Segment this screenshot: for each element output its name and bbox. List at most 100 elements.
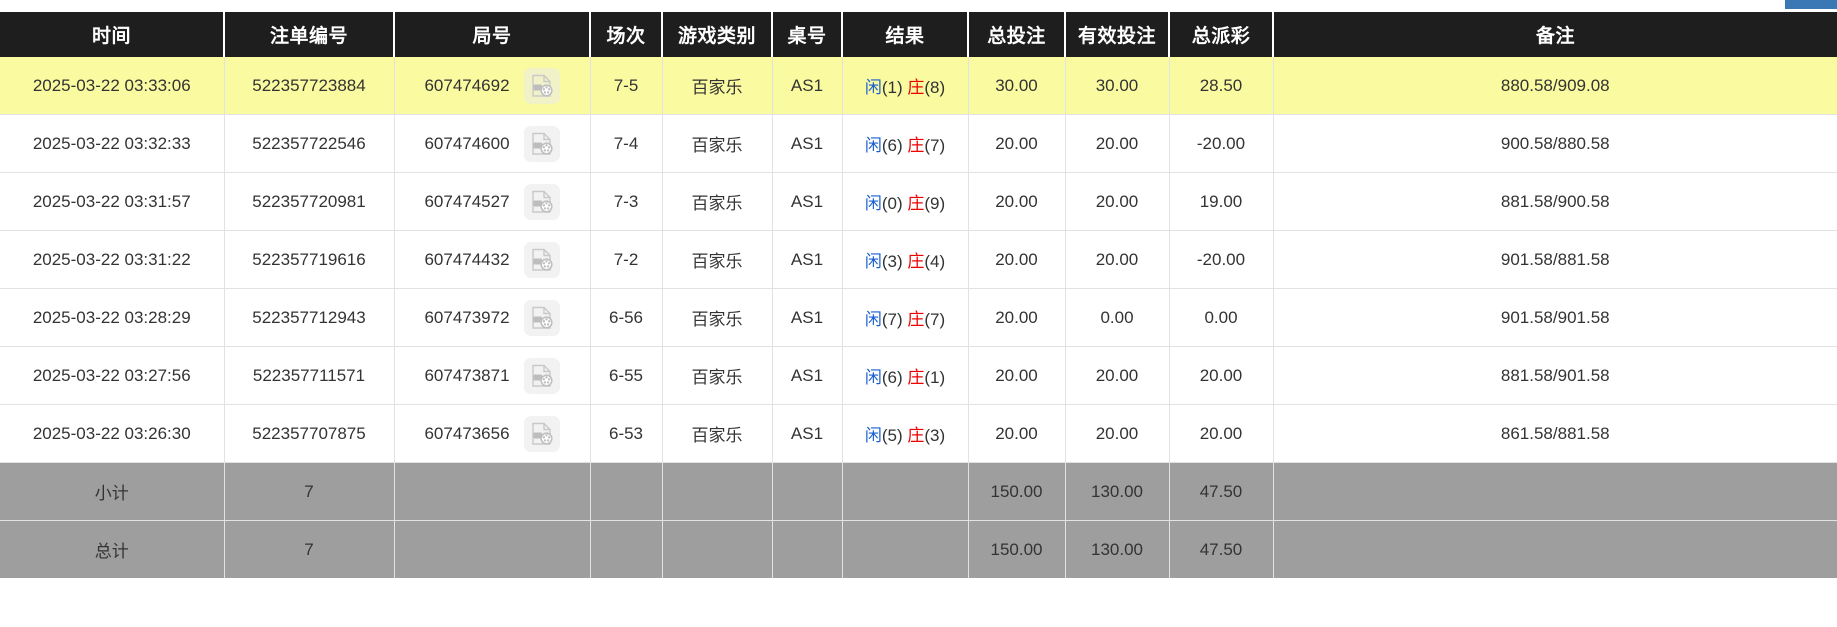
cell-remark: 901.58/881.58: [1273, 230, 1837, 289]
cell-total-bet[interactable]: 20.00: [968, 288, 1066, 347]
table-row[interactable]: 2025-03-22 03:31:57 522357720981 607474527…: [0, 172, 1837, 231]
cell-result: 闲(6) 庄(7): [842, 114, 969, 173]
result-banker-label: 庄: [907, 194, 925, 213]
round-number: 607473871: [424, 365, 510, 385]
cell-payout: 0.00: [1169, 288, 1274, 347]
result-player-value: (0): [881, 194, 903, 213]
cell-round: 607474432: [394, 230, 591, 289]
cell-round: 607474527: [394, 172, 591, 231]
column-header-round[interactable]: 局号: [394, 12, 591, 57]
top-right-scroll-indicator[interactable]: [1785, 0, 1837, 9]
column-header-result[interactable]: 结果: [842, 12, 969, 57]
header-row: 时间 注单编号 局号 场次 游戏类别 桌号 结果 总投注 有效投注 总派彩 备注: [0, 12, 1837, 57]
cell-valid-bet: 0.00: [1065, 288, 1170, 347]
summary-table-no: [772, 462, 843, 521]
column-header-table-no[interactable]: 桌号: [772, 12, 843, 57]
round-number: 607474600: [424, 133, 510, 153]
cell-total-bet[interactable]: 30.00: [968, 57, 1066, 115]
cell-payout: 20.00: [1169, 404, 1274, 463]
result-player-value: (3): [881, 252, 903, 271]
video-file-icon[interactable]: [523, 67, 560, 104]
cell-result: 闲(6) 庄(1): [842, 346, 969, 405]
result-banker-value: (7): [924, 136, 946, 155]
cell-total-bet[interactable]: 20.00: [968, 230, 1066, 289]
table-row[interactable]: 2025-03-22 03:26:30 522357707875 607473656…: [0, 404, 1837, 463]
column-header-total-bet[interactable]: 总投注: [968, 12, 1066, 57]
column-header-payout[interactable]: 总派彩: [1169, 12, 1274, 57]
summary-valid-bet: 130.00: [1065, 462, 1170, 521]
result-banker-label: 庄: [907, 310, 925, 329]
table-row[interactable]: 2025-03-22 03:33:06 522357723884 607474692…: [0, 57, 1837, 115]
cell-payout: 20.00: [1169, 346, 1274, 405]
cell-remark: 880.58/909.08: [1273, 57, 1837, 115]
video-file-icon[interactable]: [523, 357, 560, 394]
table-body: 2025-03-22 03:33:06 522357723884 607474692…: [0, 57, 1837, 578]
cell-total-bet[interactable]: 20.00: [968, 114, 1066, 173]
cell-game-type: 百家乐: [662, 172, 773, 231]
summary-label: 小计: [0, 462, 225, 521]
column-header-valid-bet[interactable]: 有效投注: [1065, 12, 1170, 57]
video-file-icon[interactable]: [523, 183, 560, 220]
column-header-remark[interactable]: 备注: [1273, 12, 1837, 57]
cell-total-bet[interactable]: 20.00: [968, 172, 1066, 231]
table-row[interactable]: 2025-03-22 03:31:22 522357719616 607474432…: [0, 230, 1837, 289]
column-header-bet-no[interactable]: 注单编号: [224, 12, 395, 57]
summary-game-type: [662, 520, 773, 578]
bet-record-table: 时间 注单编号 局号 场次 游戏类别 桌号 结果 总投注 有效投注 总派彩 备注…: [0, 12, 1837, 578]
cell-total-bet[interactable]: 20.00: [968, 346, 1066, 405]
result-player-label: 闲: [864, 426, 882, 445]
table-row[interactable]: 2025-03-22 03:32:33 522357722546 607474600…: [0, 114, 1837, 173]
column-header-game-type[interactable]: 游戏类别: [662, 12, 773, 57]
cell-game-type: 百家乐: [662, 57, 773, 115]
result-player-value: (7): [881, 310, 903, 329]
summary-count: 7: [224, 462, 395, 521]
cell-valid-bet: 20.00: [1065, 404, 1170, 463]
cell-valid-bet: 30.00: [1065, 57, 1170, 115]
cell-valid-bet: 20.00: [1065, 172, 1170, 231]
summary-session: [590, 520, 663, 578]
result-player-label: 闲: [864, 136, 882, 155]
cell-bet-no: 522357723884: [224, 57, 395, 115]
video-file-icon[interactable]: [523, 125, 560, 162]
cell-game-type: 百家乐: [662, 404, 773, 463]
result-banker-label: 庄: [907, 252, 925, 271]
table-row[interactable]: 2025-03-22 03:27:56 522357711571 607473871…: [0, 346, 1837, 405]
result-banker-value: (3): [924, 426, 946, 445]
column-header-time[interactable]: 时间: [0, 12, 225, 57]
cell-bet-no: 522357720981: [224, 172, 395, 231]
cell-valid-bet: 20.00: [1065, 114, 1170, 173]
cell-remark: 901.58/901.58: [1273, 288, 1837, 347]
cell-time: 2025-03-22 03:26:30: [0, 404, 225, 463]
result-banker-value: (9): [924, 194, 946, 213]
cell-session: 7-3: [590, 172, 663, 231]
cell-total-bet[interactable]: 20.00: [968, 404, 1066, 463]
summary-payout: 47.50: [1169, 462, 1274, 521]
result-player-value: (1): [881, 78, 903, 97]
cell-table-no: AS1: [772, 114, 843, 173]
summary-label: 总计: [0, 520, 225, 578]
cell-table-no: AS1: [772, 172, 843, 231]
summary-round: [394, 520, 591, 578]
cell-bet-no: 522357719616: [224, 230, 395, 289]
cell-game-type: 百家乐: [662, 114, 773, 173]
result-banker-value: (7): [924, 310, 946, 329]
result-player-label: 闲: [864, 310, 882, 329]
cell-round: 607473871: [394, 346, 591, 405]
cell-time: 2025-03-22 03:32:33: [0, 114, 225, 173]
column-header-session[interactable]: 场次: [590, 12, 663, 57]
result-banker-label: 庄: [907, 78, 925, 97]
cell-result: 闲(7) 庄(7): [842, 288, 969, 347]
summary-round: [394, 462, 591, 521]
video-file-icon[interactable]: [523, 299, 560, 336]
result-banker-value: (8): [924, 78, 946, 97]
summary-table-no: [772, 520, 843, 578]
summary-total-bet: 150.00: [968, 520, 1066, 578]
video-file-icon[interactable]: [523, 241, 560, 278]
cell-valid-bet: 20.00: [1065, 230, 1170, 289]
summary-payout: 47.50: [1169, 520, 1274, 578]
cell-table-no: AS1: [772, 57, 843, 115]
video-file-icon[interactable]: [523, 415, 560, 452]
table-row[interactable]: 2025-03-22 03:28:29 522357712943 607473972…: [0, 288, 1837, 347]
cell-result: 闲(1) 庄(8): [842, 57, 969, 115]
cell-session: 7-2: [590, 230, 663, 289]
